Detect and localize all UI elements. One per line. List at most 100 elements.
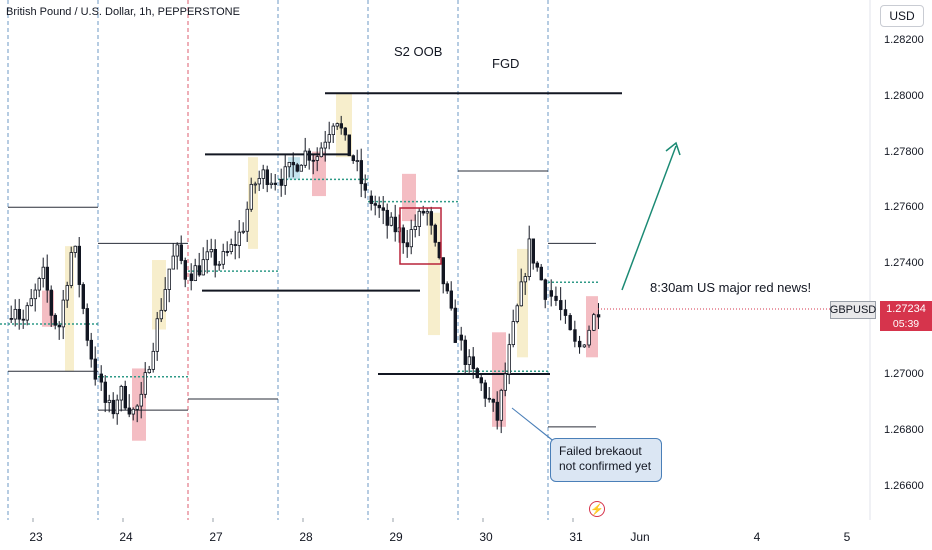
candle-body (587, 329, 591, 346)
candle-body (491, 398, 495, 403)
candle-body (283, 166, 287, 186)
candle-body (233, 244, 237, 246)
candle-body (85, 308, 89, 341)
price-label: 1.28200 (884, 34, 924, 46)
candle-body (429, 211, 433, 226)
candle-body (381, 207, 385, 211)
candle-body (175, 244, 179, 257)
fgd-label: FGD (492, 56, 520, 71)
candle-body (359, 160, 363, 185)
candle-body (189, 273, 193, 282)
candle-body (347, 134, 351, 157)
candle-body (369, 195, 373, 204)
candle-body (453, 307, 457, 343)
candle-body (33, 289, 37, 300)
currency-button[interactable]: USD (880, 5, 924, 27)
candle-body (363, 183, 367, 191)
candle-body (295, 164, 299, 172)
candle-body (327, 134, 331, 143)
candle-body (155, 318, 159, 352)
candle-body (441, 257, 445, 285)
candle-body (307, 150, 311, 161)
candle-body (539, 266, 543, 281)
candle-body (483, 382, 487, 399)
candle-body (261, 169, 265, 179)
candle-body (131, 408, 135, 415)
candle-body (159, 309, 163, 320)
trend-arrow (621, 145, 677, 291)
candle-body (201, 259, 205, 276)
bolt-icon[interactable]: ⚡ (589, 501, 605, 517)
candle-body (323, 141, 327, 149)
candle-body (265, 169, 269, 185)
price-label: 1.27000 (884, 368, 924, 380)
candle-body (17, 308, 21, 320)
candle-body (197, 265, 201, 276)
candle-body (61, 299, 65, 328)
candle-body (523, 276, 527, 283)
candle-body (193, 265, 197, 282)
date-label: Jun (630, 530, 650, 544)
candle-body (311, 159, 315, 162)
date-label: 29 (389, 530, 403, 544)
candle-body (229, 244, 233, 252)
candle-body (179, 244, 183, 261)
date-label: 28 (299, 530, 313, 544)
zone-box (402, 173, 416, 222)
candle-body (563, 309, 568, 316)
price-label: 1.26600 (884, 480, 924, 492)
date-label: 4 (753, 530, 761, 544)
candle-body (241, 230, 245, 233)
date-label: 23 (29, 530, 43, 544)
candle-body (237, 231, 241, 246)
date-label: 5 (843, 530, 851, 544)
highlight-box (399, 207, 442, 265)
candle-body (111, 399, 115, 415)
candle-body (171, 255, 175, 270)
candle-body (393, 216, 397, 233)
zone-box (65, 246, 74, 372)
candle-body (73, 245, 77, 253)
candle-body (81, 284, 85, 309)
candle-body (213, 249, 217, 266)
candle-body (543, 279, 547, 300)
price-label: 1.27600 (884, 201, 924, 213)
candle-body (119, 385, 123, 401)
candle-body (205, 251, 209, 261)
candle-body (596, 314, 601, 318)
candle-body (343, 127, 347, 136)
candle-body (373, 203, 377, 206)
candle-body (37, 278, 41, 291)
news-label: 8:30am US major red news! (650, 280, 812, 295)
candle-body (459, 334, 463, 341)
candle-body (163, 289, 167, 311)
candle-body (53, 314, 57, 326)
zone-box (132, 368, 146, 441)
candle-body (449, 290, 453, 309)
candle-body (221, 251, 225, 265)
candle-body (331, 125, 335, 136)
candle-body (49, 289, 53, 316)
s2-oob-label: S2 OOB (394, 44, 443, 59)
candle-body (123, 385, 127, 409)
candle-body (99, 373, 103, 383)
candle-body (377, 204, 381, 209)
candle-body (41, 266, 45, 279)
candle-body (507, 344, 511, 375)
candle-body (475, 368, 479, 379)
price-label: 1.28000 (884, 90, 924, 102)
candle-body (405, 242, 409, 248)
zone-box (312, 151, 326, 197)
candle-body (335, 123, 339, 127)
candle-body (135, 405, 139, 410)
candle-body (535, 262, 539, 268)
candle-body (65, 285, 69, 301)
candle-body (463, 339, 467, 365)
arrow-head (665, 141, 681, 156)
candle-body (303, 150, 307, 166)
candle-body (549, 290, 553, 297)
candle-body (582, 344, 587, 348)
candle-body (573, 329, 577, 342)
